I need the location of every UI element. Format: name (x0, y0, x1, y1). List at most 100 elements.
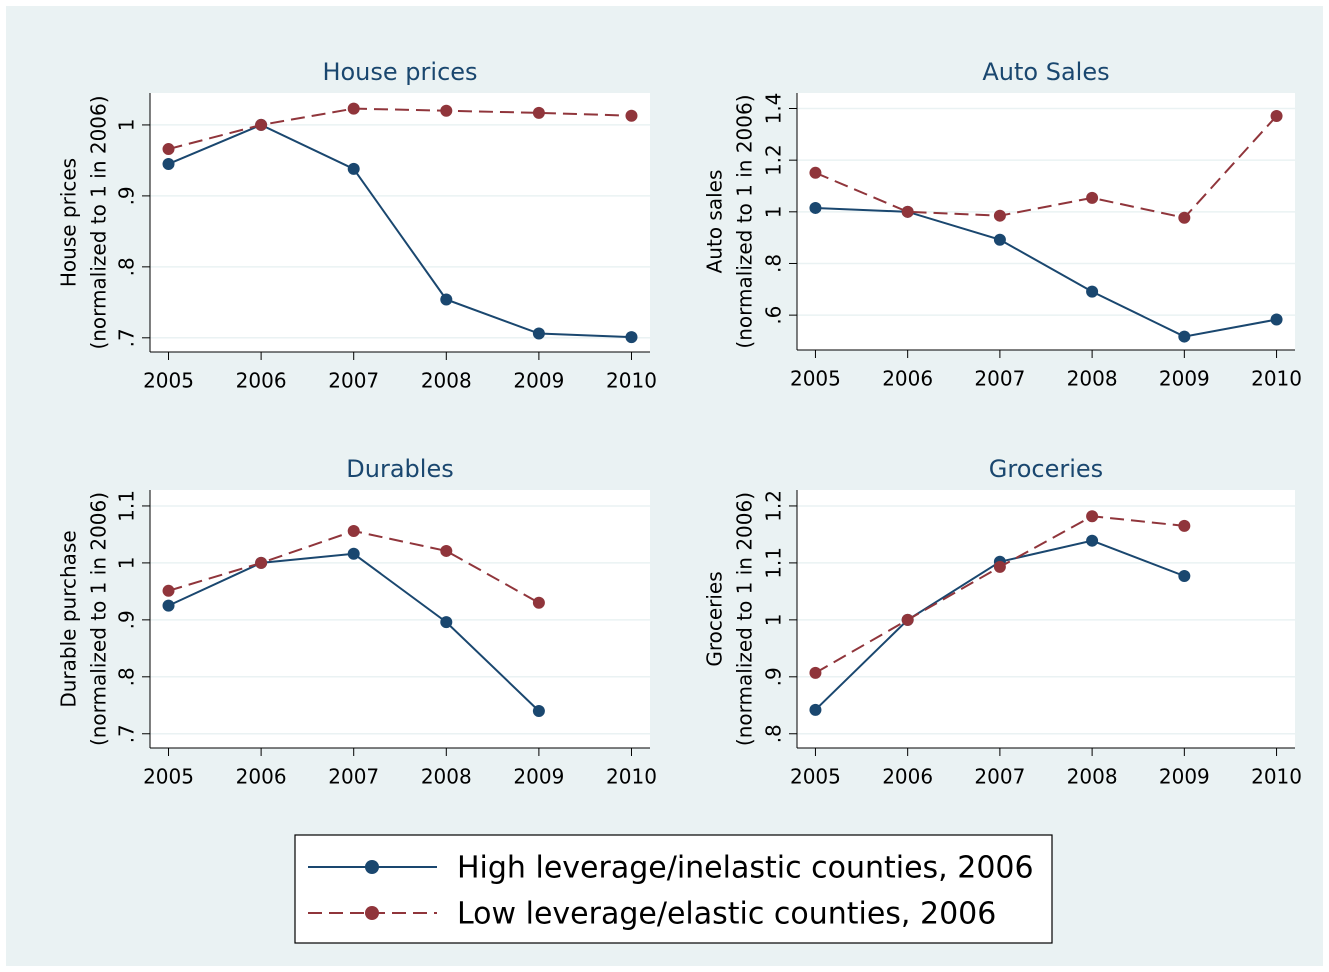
x-tick-label: 2005 (143, 765, 194, 789)
data-point (1086, 191, 1099, 204)
y-tick-label: 1 (115, 119, 139, 132)
x-tick-label: 2008 (421, 369, 472, 393)
x-tick-label: 2010 (606, 369, 657, 393)
data-point (809, 166, 822, 179)
legend-marker (365, 906, 379, 920)
data-point (993, 233, 1006, 246)
y-tick-label: 1 (115, 557, 139, 570)
y-tick-label: 1.1 (115, 490, 139, 522)
x-tick-label: 2006 (236, 369, 287, 393)
data-point (347, 525, 360, 538)
data-point (532, 106, 545, 119)
x-tick-label: 2006 (882, 765, 933, 789)
data-point (347, 102, 360, 115)
data-point (625, 109, 638, 122)
x-tick-label: 2008 (421, 765, 472, 789)
y-tick-label: .8 (115, 667, 139, 686)
legend-marker (365, 860, 379, 874)
data-point (993, 560, 1006, 573)
y-axis-label: Auto sales (703, 170, 727, 274)
y-tick-label: 1.4 (762, 93, 786, 125)
data-point (1178, 570, 1191, 582)
y-tick-label: .8 (762, 724, 786, 743)
data-point (809, 666, 822, 679)
y-tick-label: .8 (762, 254, 786, 273)
x-tick-label: 2005 (790, 765, 841, 789)
data-point (1270, 313, 1283, 326)
data-point (347, 162, 360, 175)
data-point (901, 205, 914, 218)
x-tick-label: 2005 (790, 367, 841, 391)
data-point (440, 104, 453, 117)
data-point (162, 157, 175, 170)
data-point (1270, 109, 1283, 122)
data-point (901, 613, 914, 626)
x-tick-label: 2009 (513, 369, 564, 393)
y-tick-label: .9 (115, 610, 139, 629)
y-tick-label: .6 (762, 306, 786, 325)
x-tick-label: 2007 (328, 765, 379, 789)
y-tick-label: 1.2 (762, 144, 786, 176)
y-tick-label: 1 (762, 205, 786, 218)
data-point (440, 293, 453, 306)
data-point (809, 201, 822, 214)
x-tick-label: 2008 (1067, 765, 1118, 789)
data-point (1178, 211, 1191, 224)
y-tick-label: .9 (762, 667, 786, 686)
plot-area (150, 93, 650, 352)
y-tick-label: .7 (115, 724, 139, 743)
x-tick-label: 2009 (1159, 367, 1210, 391)
y-tick-label: .8 (115, 257, 139, 276)
chart-title: House prices (322, 58, 477, 86)
x-tick-label: 2009 (513, 765, 564, 789)
series-line (815, 115, 1278, 219)
data-point (809, 703, 822, 716)
data-point (440, 544, 453, 557)
chart-title: Groceries (989, 455, 1103, 483)
plot-area (797, 490, 1295, 748)
data-point (162, 584, 175, 597)
legend-label: High leverage/inelastic counties, 2006 (457, 851, 1034, 886)
data-point (1178, 519, 1191, 532)
x-tick-label: 2010 (1251, 765, 1302, 789)
data-point (532, 596, 545, 609)
data-point (255, 556, 268, 569)
y-axis-label: (normalized to 1 in 2006) (87, 95, 111, 349)
y-axis-label: (normalized to 1 in 2006) (733, 94, 757, 348)
series-line (815, 206, 1277, 338)
data-point (532, 704, 545, 717)
data-point (1178, 330, 1191, 343)
data-point (162, 599, 175, 612)
x-tick-label: 2006 (236, 765, 287, 789)
x-tick-label: 2007 (328, 369, 379, 393)
x-tick-label: 2007 (974, 765, 1025, 789)
y-tick-label: 1.2 (762, 490, 786, 522)
x-tick-label: 2008 (1067, 367, 1118, 391)
chart-title: Auto Sales (982, 58, 1109, 86)
data-point (1086, 285, 1099, 298)
y-tick-label: .9 (115, 186, 139, 205)
legend-box (294, 834, 1053, 944)
data-point (993, 209, 1006, 222)
y-tick-label: 1.1 (762, 547, 786, 579)
series-line (168, 123, 632, 339)
y-axis-label: House prices (57, 158, 81, 287)
x-tick-label: 2006 (882, 367, 933, 391)
data-point (1086, 534, 1099, 547)
plot-area (150, 490, 650, 748)
y-tick-label: 1 (762, 613, 786, 626)
y-axis-label: Durable purchase (57, 530, 81, 707)
data-point (625, 331, 638, 344)
x-tick-label: 2009 (1159, 765, 1210, 789)
x-tick-label: 2010 (606, 765, 657, 789)
data-point (440, 616, 453, 629)
legend-label: Low leverage/elastic counties, 2006 (457, 897, 996, 932)
y-axis-label: Groceries (703, 571, 727, 666)
data-point (162, 143, 175, 156)
data-point (347, 547, 360, 560)
y-axis-label: (normalized to 1 in 2006) (733, 492, 757, 746)
x-tick-label: 2005 (143, 369, 194, 393)
x-tick-label: 2007 (974, 367, 1025, 391)
